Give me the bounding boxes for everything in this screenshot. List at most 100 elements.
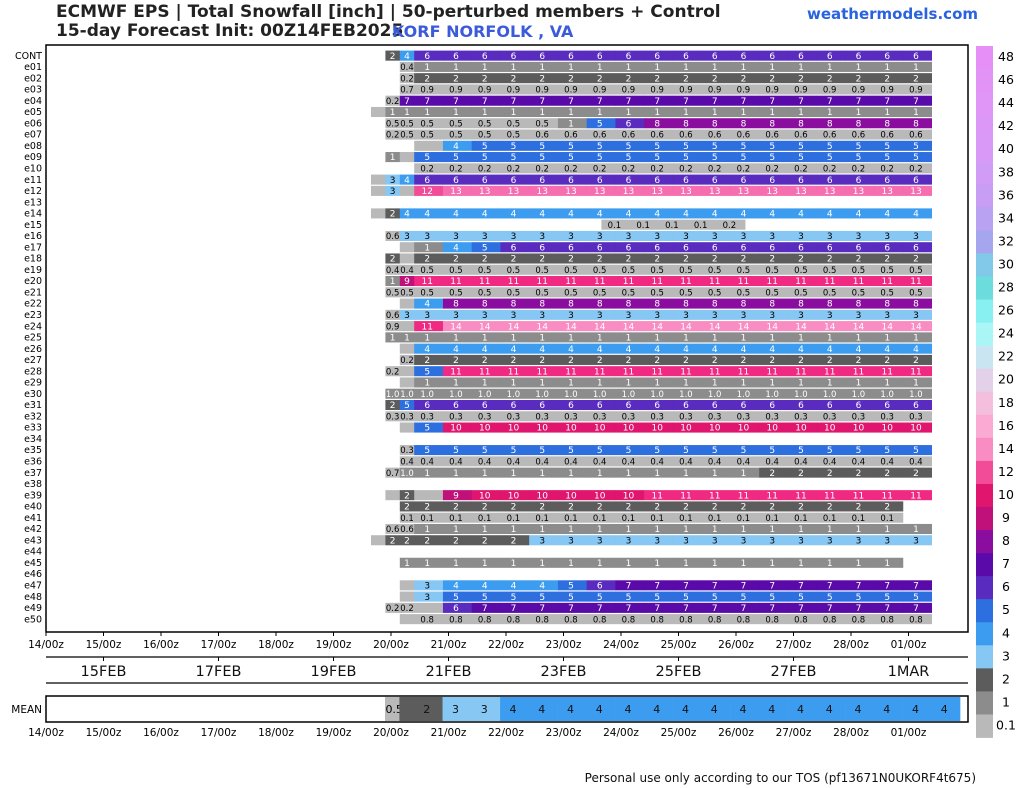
cell-value: 8 bbox=[827, 300, 833, 310]
colorbar-swatch bbox=[976, 576, 993, 600]
cell-value: 1 bbox=[390, 108, 396, 118]
cell-value: 2 bbox=[453, 503, 459, 513]
cell-value: 0.8 bbox=[593, 615, 607, 625]
snow-cell bbox=[672, 557, 702, 568]
snow-cell bbox=[787, 287, 817, 298]
snow-cell bbox=[442, 264, 472, 275]
cell-value: 1.0 bbox=[650, 390, 664, 400]
cell-value: 3 bbox=[712, 536, 718, 546]
cell-value: 3 bbox=[654, 232, 660, 242]
snow-cell bbox=[586, 535, 616, 546]
snow-cell bbox=[371, 535, 386, 546]
snow-cell bbox=[902, 388, 932, 399]
snow-cell bbox=[471, 152, 501, 163]
snow-cell bbox=[845, 332, 875, 343]
snow-cell bbox=[586, 591, 616, 602]
cell-value: 2 bbox=[482, 255, 488, 265]
snow-cell bbox=[399, 377, 415, 388]
snow-cell bbox=[414, 399, 444, 411]
cell-value: 2 bbox=[511, 536, 517, 546]
cell-value: 0.4 bbox=[564, 458, 578, 468]
cell-value: 0.1 bbox=[449, 514, 463, 524]
member-label: e17 bbox=[24, 242, 42, 253]
snow-cell bbox=[730, 422, 760, 433]
snow-cell bbox=[586, 106, 616, 118]
snow-cell bbox=[557, 140, 587, 151]
cell-value: 13 bbox=[651, 187, 662, 197]
cell-value: 7 bbox=[827, 604, 833, 614]
snow-cell bbox=[816, 557, 846, 568]
snow-cell bbox=[586, 377, 616, 388]
snow-cell bbox=[874, 84, 904, 95]
cell-value: 1 bbox=[597, 559, 603, 569]
member-label: e15 bbox=[24, 220, 42, 231]
snow-cell bbox=[644, 106, 674, 118]
cell-value: 11 bbox=[738, 491, 749, 501]
snow-cell bbox=[500, 467, 530, 478]
cell-value: 11 bbox=[824, 367, 835, 377]
snow-cell bbox=[816, 614, 846, 625]
cell-value: 0.2 bbox=[794, 164, 808, 174]
cell-value: 7 bbox=[539, 97, 545, 107]
snow-cell bbox=[874, 230, 904, 241]
cell-value: 0.2 bbox=[852, 164, 866, 174]
snow-cell bbox=[730, 321, 760, 332]
cell-value: 4 bbox=[597, 345, 603, 355]
cell-value: 7 bbox=[654, 604, 660, 614]
snow-cell bbox=[471, 366, 501, 377]
cell-value: 2 bbox=[482, 356, 488, 366]
cell-value: 8 bbox=[453, 300, 459, 310]
snow-cell bbox=[902, 61, 932, 72]
cell-value: 2 bbox=[654, 74, 660, 84]
cell-value: 3 bbox=[626, 311, 632, 321]
snow-cell bbox=[399, 95, 415, 106]
time-tick-label-lower: 16/00z bbox=[143, 727, 179, 739]
cell-value: 0.9 bbox=[880, 86, 894, 96]
cell-value: 6 bbox=[511, 176, 517, 186]
snow-cell bbox=[787, 602, 817, 613]
snow-cell bbox=[759, 84, 789, 95]
cell-value: 9 bbox=[404, 277, 410, 287]
snow-cell bbox=[845, 512, 875, 523]
time-tick-label-lower: 14/00z bbox=[28, 727, 64, 739]
snow-cell bbox=[586, 343, 616, 354]
snow-cell bbox=[644, 61, 674, 72]
snow-cell bbox=[586, 354, 616, 365]
cell-value: 1 bbox=[568, 119, 574, 129]
cell-value: 2 bbox=[511, 356, 517, 366]
member-label: e24 bbox=[24, 321, 42, 332]
snow-cell bbox=[845, 388, 875, 399]
snow-cell bbox=[816, 140, 846, 151]
cell-value: 10 bbox=[450, 424, 462, 434]
cell-value: 11 bbox=[680, 367, 691, 377]
snow-cell bbox=[471, 490, 501, 501]
cell-value: 3 bbox=[856, 536, 862, 546]
cell-value: 1 bbox=[626, 379, 632, 389]
member-label: e20 bbox=[24, 276, 42, 287]
brand-link[interactable]: weathermodels.com bbox=[806, 5, 978, 23]
snow-cell bbox=[874, 163, 904, 174]
cell-value: 1 bbox=[597, 525, 603, 535]
snow-cell bbox=[816, 106, 846, 118]
cell-value: 0.5 bbox=[535, 288, 549, 298]
snow-cell bbox=[586, 118, 616, 129]
snow-cell bbox=[500, 343, 530, 354]
snow-cell bbox=[787, 174, 817, 185]
snow-cell bbox=[902, 129, 932, 140]
snow-cell bbox=[399, 580, 415, 591]
mean-cell bbox=[528, 697, 558, 721]
snow-cell bbox=[644, 377, 674, 388]
cell-value: 5 bbox=[568, 446, 574, 456]
cell-value: 2 bbox=[683, 255, 689, 265]
snow-cell bbox=[615, 253, 645, 264]
cell-value: 0.8 bbox=[765, 615, 779, 625]
cell-value: 1 bbox=[827, 525, 833, 535]
snow-cell bbox=[759, 602, 789, 613]
snow-cell bbox=[586, 208, 616, 219]
cell-value: 1 bbox=[654, 379, 660, 389]
snow-cell bbox=[759, 50, 789, 61]
colorbar-tick-label: 18 bbox=[998, 395, 1014, 410]
cell-value: 2 bbox=[798, 469, 804, 479]
time-tick-label: 17/00z bbox=[201, 639, 237, 651]
snow-cell bbox=[787, 253, 817, 264]
